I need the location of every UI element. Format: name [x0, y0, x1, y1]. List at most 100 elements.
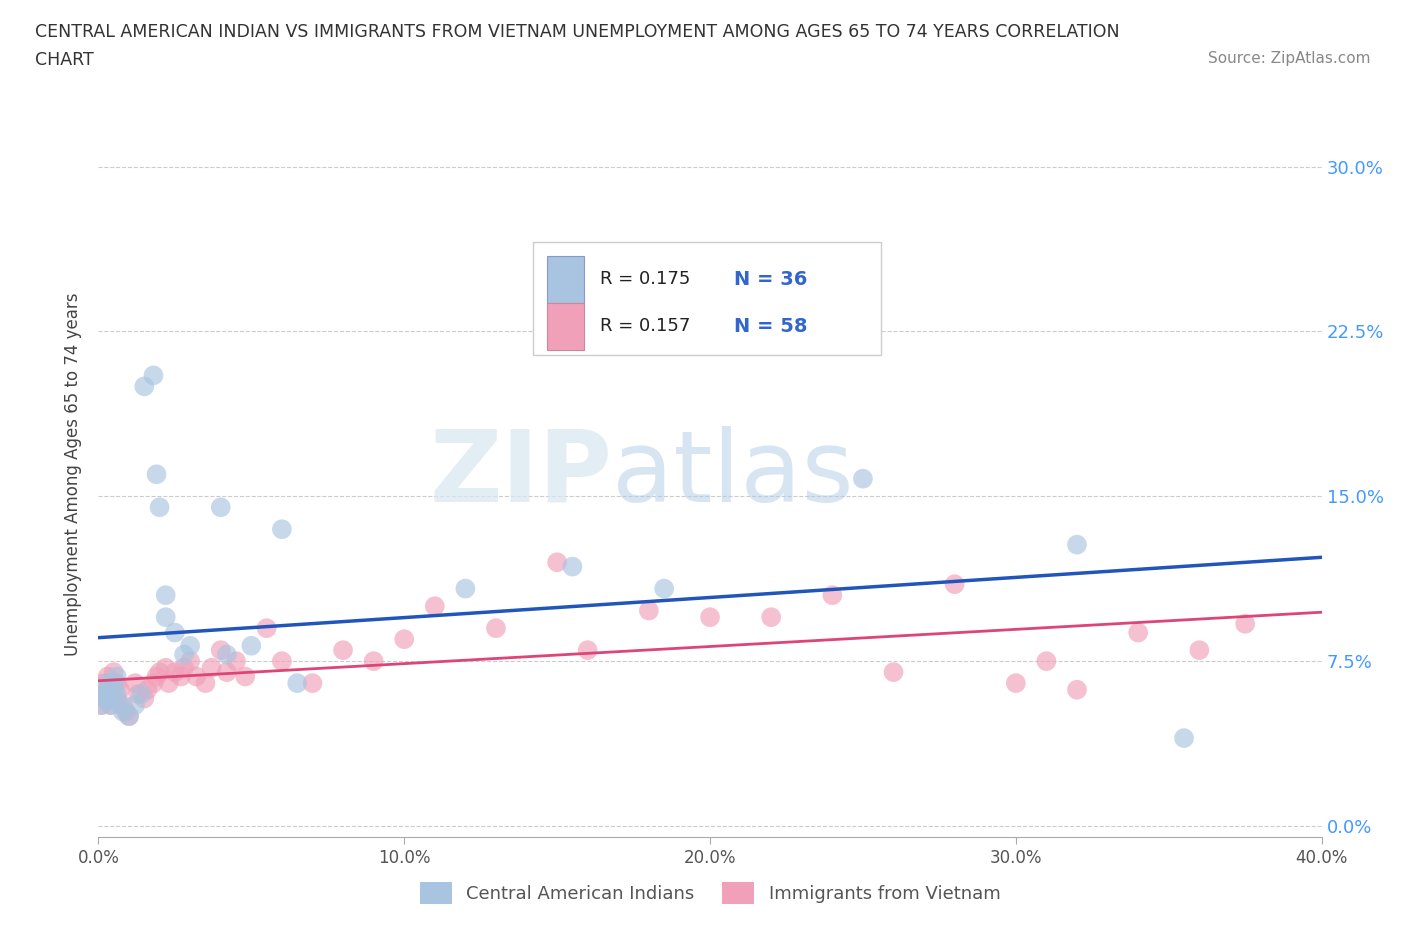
Point [97, 676, 120, 691]
Text: N = 58: N = 58 [734, 317, 808, 336]
Point [1035, 654, 1057, 669]
Point [332, 643, 354, 658]
Point [200, 660, 222, 675]
Point [124, 698, 146, 712]
Point [194, 676, 217, 691]
Point [134, 691, 156, 706]
Point [215, 647, 238, 662]
Point [100, 698, 122, 712]
Point [637, 604, 661, 618]
Point [699, 610, 721, 625]
Point [1188, 643, 1211, 658]
Point [129, 686, 152, 701]
Point [118, 709, 141, 724]
Point [97, 669, 120, 684]
Point [270, 522, 292, 537]
Point [90, 698, 112, 712]
Point [170, 669, 193, 684]
Point [145, 669, 167, 684]
Point [155, 588, 177, 603]
Point [100, 698, 122, 712]
Point [115, 704, 138, 719]
Point [124, 676, 146, 691]
Point [1066, 683, 1088, 698]
Point [134, 379, 156, 393]
Point [100, 686, 122, 701]
Point [240, 638, 263, 653]
Point [93, 691, 115, 706]
Point [225, 654, 247, 669]
Point [1066, 538, 1088, 552]
Text: R = 0.175: R = 0.175 [600, 271, 690, 288]
Point [392, 631, 416, 646]
Point [155, 610, 177, 625]
Text: R = 0.157: R = 0.157 [600, 317, 690, 336]
Point [454, 581, 477, 596]
Point [108, 683, 131, 698]
Point [301, 676, 323, 691]
Point [90, 686, 112, 701]
Text: CHART: CHART [35, 51, 94, 69]
Point [103, 676, 125, 691]
Point [118, 709, 141, 724]
FancyBboxPatch shape [533, 242, 882, 354]
Point [97, 683, 120, 698]
Point [270, 654, 292, 669]
Text: CENTRAL AMERICAN INDIAN VS IMMIGRANTS FROM VIETNAM UNEMPLOYMENT AMONG AGES 65 TO: CENTRAL AMERICAN INDIAN VS IMMIGRANTS FR… [35, 23, 1119, 41]
Point [97, 683, 120, 698]
Point [103, 676, 125, 691]
Point [179, 654, 201, 669]
Point [209, 499, 232, 514]
Point [233, 669, 256, 684]
Point [105, 669, 128, 684]
Point [173, 647, 195, 662]
Point [93, 686, 115, 701]
Point [546, 555, 568, 570]
Point [105, 686, 128, 701]
Point [652, 581, 675, 596]
Point [163, 665, 186, 680]
Point [103, 665, 125, 680]
Point [852, 472, 875, 486]
Bar [547, 256, 583, 303]
Point [157, 676, 180, 691]
Point [163, 625, 186, 640]
Point [90, 698, 112, 712]
Point [149, 665, 172, 680]
Y-axis label: Unemployment Among Ages 65 to 74 years: Unemployment Among Ages 65 to 74 years [65, 293, 83, 656]
Point [1004, 676, 1026, 691]
Point [423, 599, 446, 614]
Point [145, 467, 167, 482]
Point [209, 643, 232, 658]
Point [285, 676, 308, 691]
Point [363, 654, 385, 669]
Point [108, 698, 131, 712]
Point [1128, 625, 1150, 640]
Point [111, 698, 134, 712]
Point [1173, 731, 1195, 746]
Point [179, 638, 201, 653]
Point [93, 676, 115, 691]
Point [173, 660, 195, 675]
Point [821, 588, 844, 603]
Point [215, 665, 238, 680]
Point [485, 620, 508, 635]
Point [142, 368, 165, 383]
Point [105, 691, 128, 706]
Point [100, 691, 122, 706]
Point [186, 669, 208, 684]
Point [149, 499, 172, 514]
Point [943, 577, 966, 591]
Point [127, 686, 149, 701]
Text: Source: ZipAtlas.com: Source: ZipAtlas.com [1208, 51, 1371, 66]
Bar [547, 303, 583, 350]
Point [111, 704, 134, 719]
Point [155, 660, 177, 675]
Point [883, 665, 905, 680]
Text: atlas: atlas [612, 426, 853, 523]
Text: ZIP: ZIP [429, 426, 612, 523]
Point [103, 686, 125, 701]
Point [105, 676, 128, 691]
Point [759, 610, 782, 625]
Point [256, 620, 278, 635]
